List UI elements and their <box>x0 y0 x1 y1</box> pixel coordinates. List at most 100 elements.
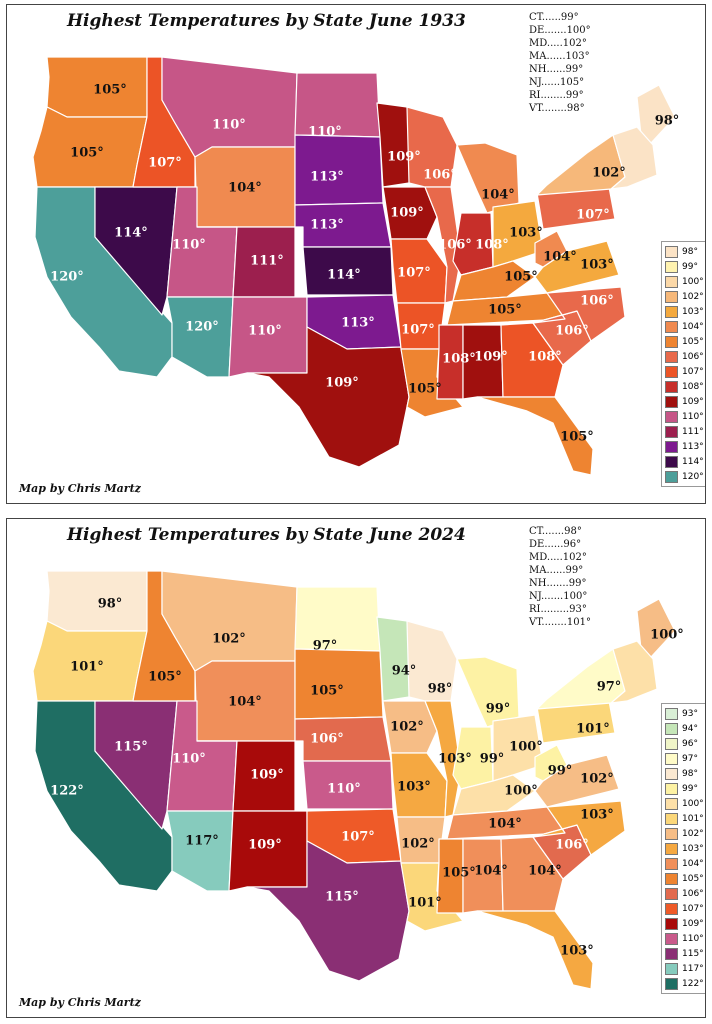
legend-entry: 108° <box>665 379 704 394</box>
state-label-nm: 110° <box>248 324 282 339</box>
legend-swatch <box>665 812 678 825</box>
legend-swatch <box>665 737 678 750</box>
state-label-pa: 107° <box>576 208 610 223</box>
state-label-al: 104° <box>474 864 508 879</box>
state-label-oh: 103° <box>509 226 543 241</box>
legend-swatch <box>665 977 678 990</box>
legend-label: 102° <box>682 828 704 839</box>
legend-entry: 100° <box>665 796 704 811</box>
state-ia <box>382 700 438 754</box>
state-label-ga: 104° <box>528 864 562 879</box>
state-label-co: 111° <box>250 254 284 269</box>
state-label-wa: 98° <box>98 597 123 612</box>
legend-swatch <box>665 917 678 930</box>
legend-entry: 113° <box>665 439 704 454</box>
map-credit: Map by Chris Martz <box>19 996 141 1009</box>
legend-swatch <box>665 722 678 735</box>
state-label-mn: 109° <box>387 150 421 165</box>
legend-entry: 94° <box>665 721 704 736</box>
legend-label: 113° <box>682 441 704 452</box>
state-label-ca: 120° <box>50 270 84 285</box>
legend-entry: 97° <box>665 751 704 766</box>
state-label-fl: 103° <box>560 944 594 959</box>
legend-swatch <box>665 707 678 720</box>
state-label-wy: 104° <box>228 695 262 710</box>
small-state-entry: CT.......98° <box>529 526 582 537</box>
state-label-ks: 110° <box>327 782 361 797</box>
legend-entry: 93° <box>665 706 704 721</box>
legend-label: 96° <box>682 738 698 749</box>
small-state-entry: RI........99° <box>529 90 584 101</box>
state-label-tx: 109° <box>325 376 359 391</box>
legend-entry: 104° <box>665 856 704 871</box>
state-label-tn: 104° <box>488 817 522 832</box>
map-title: Highest Temperatures by State June 2024 <box>67 525 466 545</box>
legend-entry: 107° <box>665 901 704 916</box>
legend-swatch <box>665 932 678 945</box>
state-label-nv: 115° <box>114 740 148 755</box>
legend-swatch <box>665 782 678 795</box>
state-label-ut: 110° <box>172 752 206 767</box>
state-label-tn: 105° <box>488 303 522 318</box>
small-states-list: CT.......98° DE......96° MD.....102° MA.… <box>529 525 591 629</box>
small-states-list: CT......99° DE.......100° MD.....102° MA… <box>529 11 591 115</box>
small-state-entry: MD.....102° <box>529 552 587 563</box>
small-state-entry: MD.....102° <box>529 38 587 49</box>
legend-swatch <box>665 887 678 900</box>
state-label-ky: 100° <box>504 784 538 799</box>
legend-swatch <box>665 395 678 408</box>
state-label-mo: 103° <box>397 780 431 795</box>
state-label-me: 98° <box>655 114 680 129</box>
state-label-me: 100° <box>650 628 684 643</box>
state-ga <box>500 322 564 398</box>
legend-swatch <box>665 827 678 840</box>
legend-swatch <box>665 797 678 810</box>
state-label-co: 109° <box>250 768 284 783</box>
state-nc <box>532 286 626 342</box>
state-nc <box>532 800 626 856</box>
legend-label: 111° <box>682 426 704 437</box>
state-label-la: 101° <box>408 896 442 911</box>
legend-entry: 103° <box>665 841 704 856</box>
legend-swatch <box>665 425 678 438</box>
state-label-ny: 102° <box>592 166 626 181</box>
state-ga <box>500 836 564 912</box>
legend-swatch <box>665 350 678 363</box>
legend-label: 100° <box>682 276 704 287</box>
legend-entry: 111° <box>665 424 704 439</box>
state-label-ar: 107° <box>401 323 435 338</box>
small-state-entry: MA......99° <box>529 565 584 576</box>
state-label-ut: 110° <box>172 238 206 253</box>
legend-label: 101° <box>682 813 704 824</box>
state-label-wi: 98° <box>428 682 453 697</box>
legend-entry: 105° <box>665 334 704 349</box>
small-state-entry: VT........101° <box>529 617 591 628</box>
state-label-sc: 106° <box>555 838 589 853</box>
state-label-va: 102° <box>580 772 614 787</box>
small-state-entry: NJ......105° <box>529 77 585 88</box>
legend-swatch <box>665 470 678 483</box>
state-label-ia: 102° <box>390 720 424 735</box>
legend-label: 104° <box>682 858 704 869</box>
map-title: Highest Temperatures by State June 1933 <box>67 11 466 31</box>
state-label-ky: 105° <box>504 270 538 285</box>
legend-entry: 109° <box>665 394 704 409</box>
legend-swatch <box>665 455 678 468</box>
state-label-ca: 122° <box>50 784 84 799</box>
legend-entry: 106° <box>665 886 704 901</box>
legend-entry: 105° <box>665 871 704 886</box>
legend-label: 110° <box>682 933 704 944</box>
state-label-wy: 104° <box>228 181 262 196</box>
legend-label: 122° <box>682 978 704 989</box>
legend-entry: 106° <box>665 349 704 364</box>
legend-label: 110° <box>682 411 704 422</box>
legend-entry: 110° <box>665 931 704 946</box>
state-wv <box>534 230 568 268</box>
small-state-entry: NJ.......100° <box>529 591 588 602</box>
legend-swatch <box>665 872 678 885</box>
state-label-va: 103° <box>580 258 614 273</box>
small-state-entry: DE.......100° <box>529 25 591 36</box>
state-tx <box>246 840 410 982</box>
state-label-nm: 109° <box>248 838 282 853</box>
state-label-az: 117° <box>185 834 219 849</box>
